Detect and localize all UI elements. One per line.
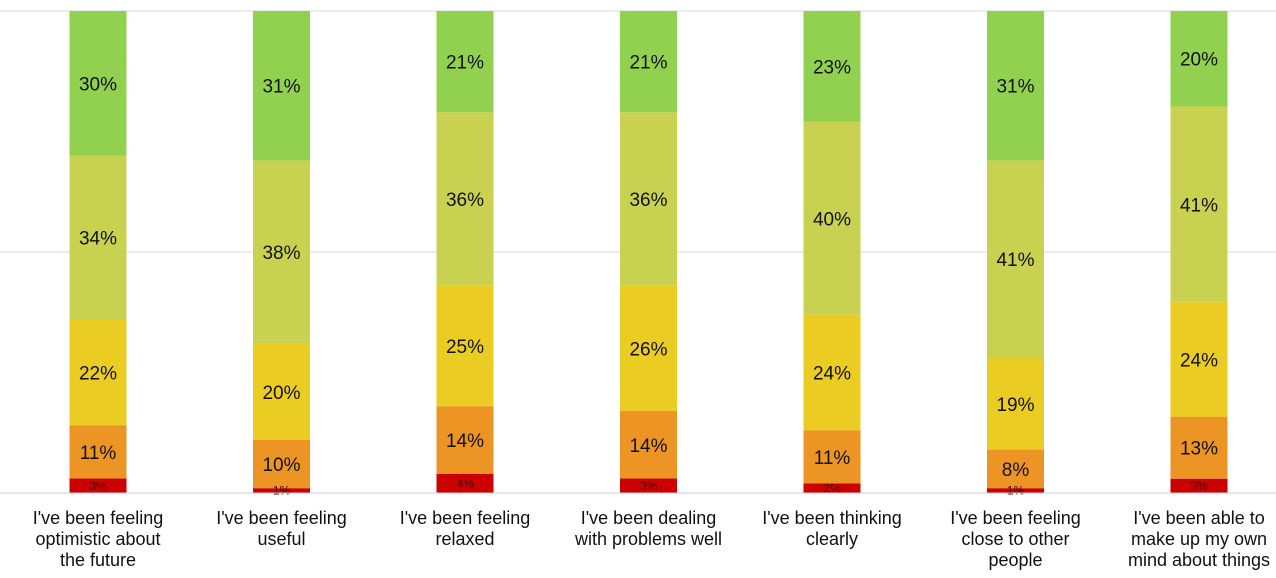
bar-segment (1170, 416, 1228, 479)
bar-segment (253, 488, 310, 493)
segment-value-label: 40% (813, 209, 851, 230)
segment-value-label: 11% (80, 443, 117, 464)
bar-segment (620, 411, 677, 479)
bar-segment (620, 478, 677, 493)
bar-segment (436, 285, 494, 407)
segment-value-label: 4% (456, 476, 474, 490)
segment-value-label: 24% (1180, 350, 1218, 371)
segment-value-label: 14% (446, 431, 484, 452)
category-label: I've been feeling relaxed (399, 508, 531, 549)
segment-value-label: 3% (640, 479, 658, 493)
category-label: I've been feeling optimistic about the f… (32, 508, 164, 570)
category-label: I've been feeling useful (216, 508, 347, 549)
segment-value-label: 22% (79, 364, 117, 385)
segment-value-label: 36% (629, 190, 667, 211)
segment-value-label: 10% (262, 455, 300, 476)
bar-segment (803, 430, 861, 484)
category-label: I've been able to make up my own mind ab… (1127, 508, 1271, 570)
segment-value-label: 25% (446, 337, 484, 358)
bar-segment (987, 11, 1044, 161)
segment-value-label: 2% (823, 481, 841, 495)
bar-segment (1170, 302, 1228, 417)
bar-segment (69, 319, 127, 426)
bar-segments (69, 11, 1228, 493)
bar-segment (69, 11, 127, 156)
segment-value-label: 13% (1180, 439, 1218, 460)
bar-segment (803, 11, 861, 122)
bar-segment (1170, 106, 1228, 303)
bar-segment (436, 11, 494, 113)
bar-segment (987, 160, 1044, 359)
segment-labels: 3% 11% 22% 34% 30% 1% 10% 20% 38% 31% 4% 14% 25% 36% 2… (79, 50, 1218, 498)
bar-segment (436, 406, 494, 474)
bar-segment (69, 478, 127, 493)
bar-segment (253, 439, 310, 489)
segment-value-label: 14% (629, 436, 667, 457)
bar-segment (436, 473, 494, 493)
segment-value-label: 23% (813, 57, 851, 78)
segment-value-label: 1% (1007, 484, 1025, 498)
segment-value-label: 38% (262, 243, 300, 264)
segment-value-label: 19% (996, 395, 1034, 416)
bar-segment (987, 488, 1044, 493)
segment-value-label: 31% (262, 77, 300, 98)
segment-value-label: 1% (273, 484, 291, 498)
bar-segment (987, 358, 1044, 450)
segment-value-label: 3% (89, 479, 107, 493)
segment-value-label: 41% (996, 250, 1034, 271)
segment-value-label: 24% (813, 364, 851, 385)
category-label: I've been feeling close to other people (950, 508, 1081, 570)
segment-value-label: 21% (629, 53, 667, 74)
segment-value-label: 21% (446, 53, 484, 74)
category-label: I've been thinking clearly (762, 508, 902, 549)
bar-segment (803, 121, 861, 315)
segment-value-label: 20% (262, 383, 300, 404)
bar-segment (620, 285, 677, 412)
segment-value-label: 20% (1180, 50, 1218, 71)
bar-segment (620, 112, 677, 286)
bar-segment (69, 425, 127, 479)
bar-segment (253, 343, 310, 440)
segment-value-label: 31% (996, 77, 1034, 98)
segment-value-label: 11% (814, 448, 851, 469)
bar-segment (803, 483, 861, 493)
bar-segment (69, 155, 127, 320)
bar-segment (620, 11, 677, 113)
bar-segment (987, 449, 1044, 489)
bar-segment (253, 11, 310, 161)
bar-segment (1170, 478, 1228, 493)
bar-segment (253, 160, 310, 344)
category-label: I've been dealing with problems well (574, 508, 723, 549)
segment-value-label: 26% (629, 339, 667, 360)
segment-value-label: 8% (1002, 460, 1030, 481)
segment-value-label: 36% (446, 190, 484, 211)
bar-segment (803, 314, 861, 431)
segment-value-label: 3% (1190, 479, 1208, 493)
segment-value-label: 30% (79, 74, 117, 95)
segment-value-label: 34% (79, 229, 117, 250)
bar-segment (1170, 11, 1228, 107)
bar-segment (436, 112, 494, 286)
segment-value-label: 41% (1180, 195, 1218, 216)
